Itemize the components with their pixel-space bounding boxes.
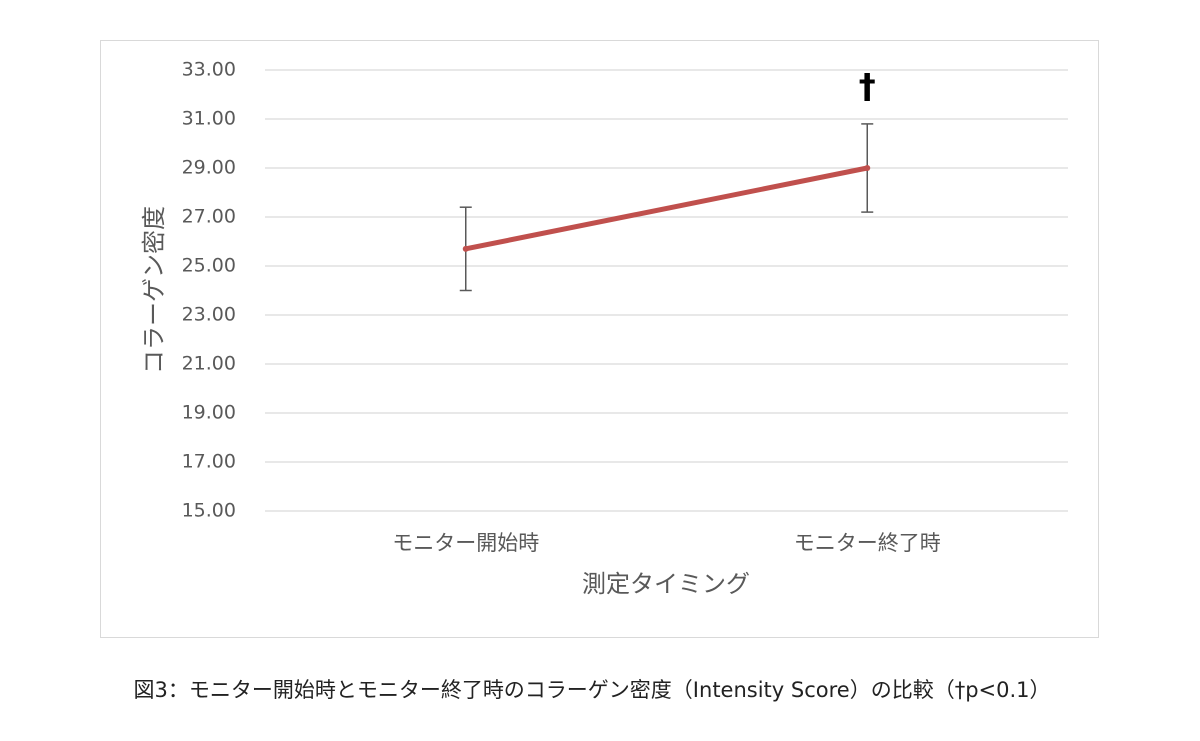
y-tick-label: 23.00 (182, 304, 236, 326)
x-tick-label: モニター終了時 (794, 531, 941, 555)
chart-border (100, 40, 1099, 638)
y-tick-label: 33.00 (182, 59, 236, 81)
y-tick-label: 27.00 (182, 206, 236, 228)
annotation: † (859, 67, 876, 107)
y-tick-label: 21.00 (182, 353, 236, 375)
data-line (463, 165, 870, 252)
y-tick-label: 25.00 (182, 255, 236, 277)
y-tick-label: 15.00 (182, 500, 236, 522)
data-point (864, 165, 871, 171)
x-axis-title: 測定タイミング (582, 570, 750, 598)
y-tick-label: 19.00 (182, 402, 236, 424)
y-axis-title: コラーゲン密度 (140, 206, 168, 374)
y-tick-label: 29.00 (182, 157, 236, 179)
caption: 図3：モニター開始時とモニター終了時のコラーゲン密度（Intensity Sco… (133, 678, 1050, 702)
x-tick-label: モニター開始時 (392, 531, 539, 555)
y-tick-label: 31.00 (182, 108, 236, 130)
y-tick-label: 17.00 (182, 451, 236, 473)
data-point (462, 245, 469, 252)
